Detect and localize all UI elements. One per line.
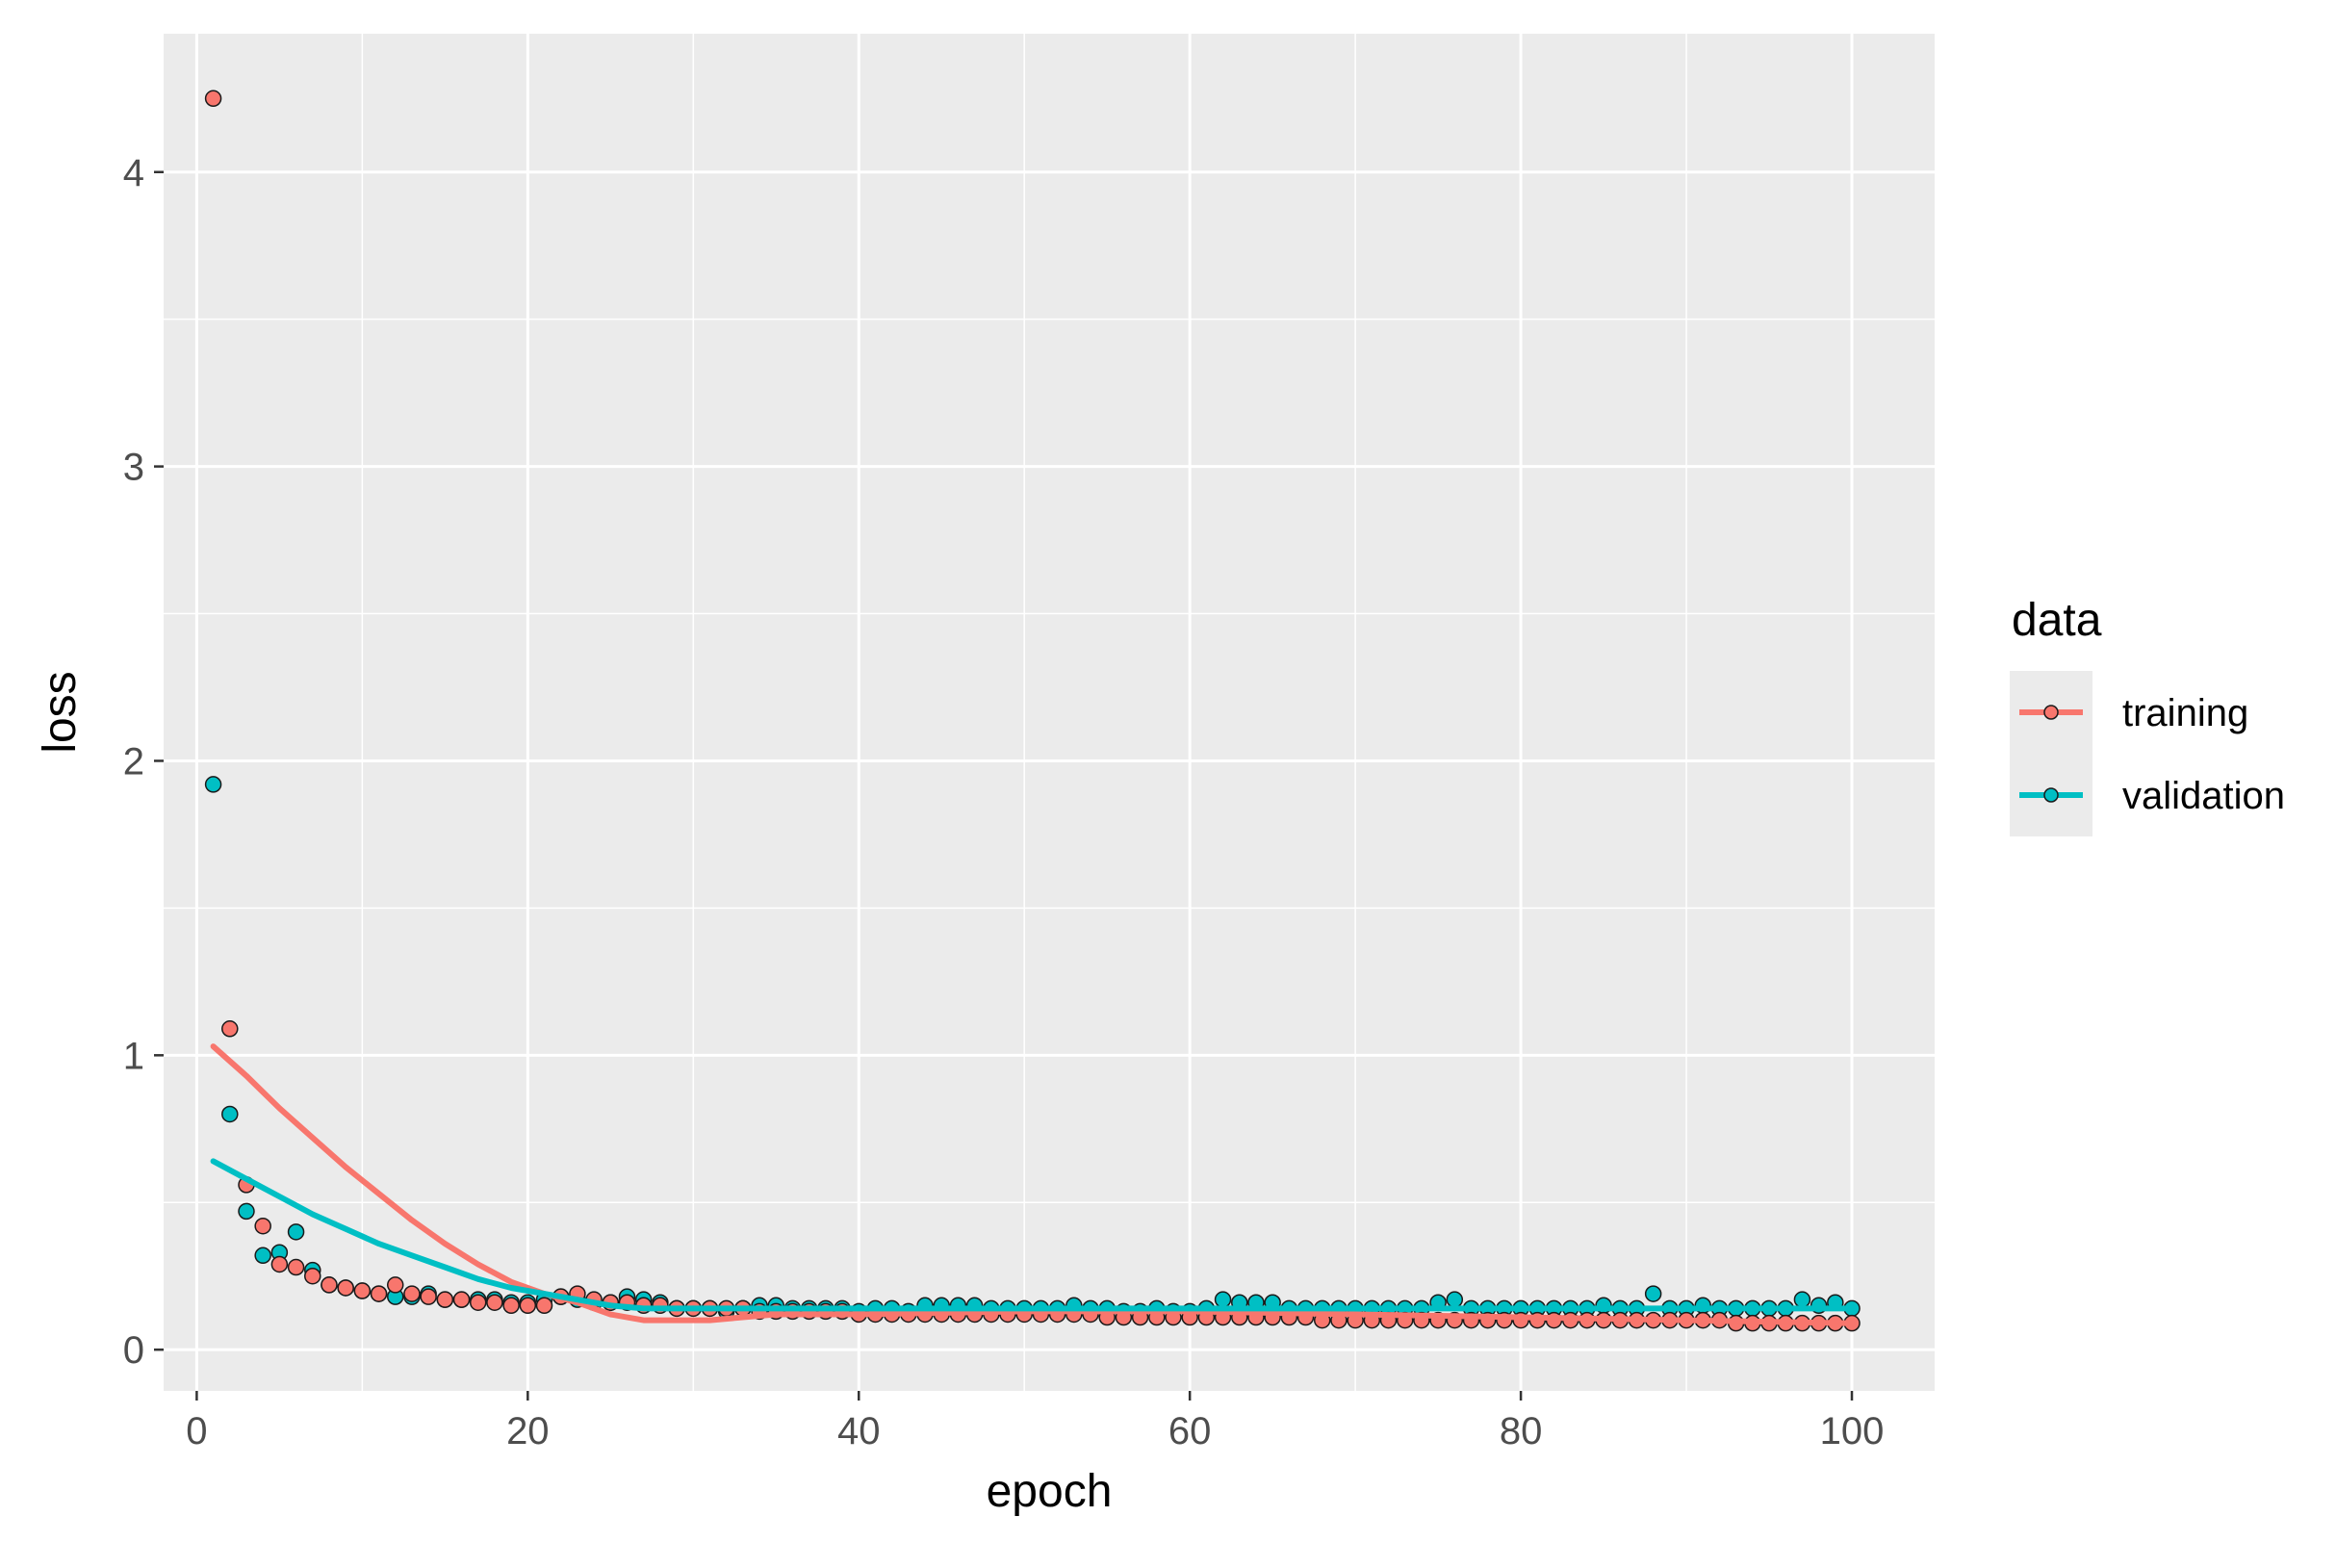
- x-tick-label: 0: [186, 1410, 207, 1452]
- point-training: [403, 1285, 421, 1302]
- point-training: [519, 1297, 537, 1315]
- x-tick-label: 80: [1500, 1410, 1543, 1452]
- point-validation: [1214, 1291, 1232, 1308]
- grid-minor: [164, 34, 1935, 1391]
- x-tick-label: 100: [1820, 1410, 1885, 1452]
- y-axis-title: loss: [35, 671, 86, 753]
- legend-key-point: [2043, 787, 2059, 803]
- point-validation: [254, 1247, 271, 1265]
- x-tick-label: 40: [837, 1410, 881, 1452]
- point-training: [370, 1285, 388, 1302]
- legend-key-point: [2043, 705, 2059, 720]
- legend-label-validation: validation: [2122, 775, 2285, 817]
- y-tick-labels: 0 1 2 3 4: [123, 152, 144, 1372]
- point-training: [270, 1255, 289, 1273]
- x-tick-label: 60: [1168, 1410, 1212, 1452]
- point-validation: [238, 1202, 255, 1221]
- legend-title: data: [2012, 595, 2102, 646]
- x-axis-title: epoch: [987, 1466, 1113, 1517]
- point-training: [353, 1282, 372, 1299]
- point-training: [386, 1276, 404, 1294]
- point-training: [221, 1020, 239, 1038]
- y-tick-label: 1: [123, 1035, 144, 1077]
- point-validation: [287, 1223, 305, 1241]
- point-training: [254, 1217, 271, 1235]
- point-training: [436, 1291, 454, 1308]
- point-validation: [1793, 1291, 1811, 1308]
- legend-label-training: training: [2122, 692, 2248, 734]
- point-training: [304, 1267, 321, 1285]
- point-training: [287, 1258, 305, 1276]
- point-validation: [1644, 1285, 1662, 1302]
- point-training: [502, 1297, 520, 1315]
- point-training: [469, 1294, 487, 1311]
- y-tick-label: 0: [123, 1329, 144, 1372]
- point-validation: [1446, 1291, 1464, 1308]
- grid-major: [164, 34, 1935, 1391]
- smooth-line-validation: [210, 1158, 1855, 1312]
- legend: training validation: [2010, 671, 2285, 836]
- y-tick-label: 3: [123, 447, 144, 489]
- point-training: [420, 1288, 437, 1305]
- axis-ticks: [154, 170, 1854, 1401]
- point-training: [486, 1294, 503, 1311]
- x-tick-labels: 0 20 40 60 80 100: [186, 1410, 1884, 1452]
- point-validation: [221, 1105, 239, 1123]
- point-training: [452, 1291, 471, 1308]
- point-validation: [204, 776, 222, 793]
- point-training: [204, 90, 222, 108]
- smooth-layer: [210, 1043, 1855, 1326]
- x-tick-label: 20: [506, 1410, 550, 1452]
- y-tick-label: 2: [123, 740, 144, 783]
- point-training: [321, 1276, 338, 1294]
- y-tick-label: 4: [123, 152, 144, 194]
- point-training: [535, 1297, 553, 1315]
- point-training: [337, 1279, 354, 1297]
- plot-panel: [164, 34, 1935, 1391]
